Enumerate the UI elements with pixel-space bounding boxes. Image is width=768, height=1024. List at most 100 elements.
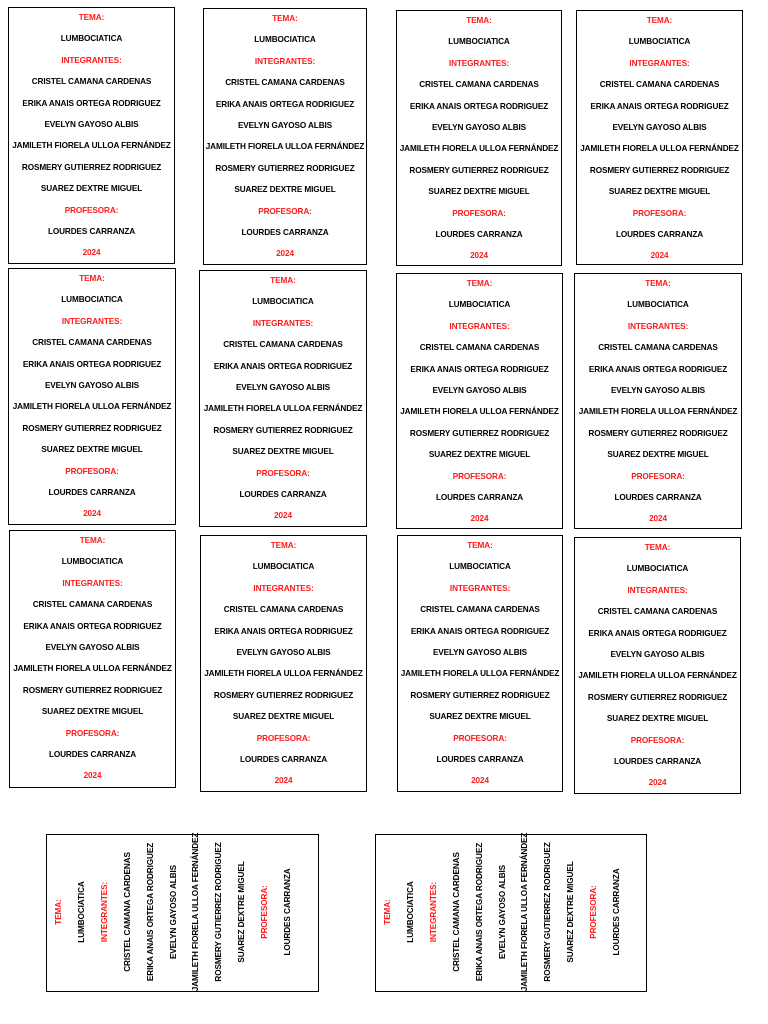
tema-label: TEMA:	[466, 279, 493, 288]
integrante-6: SUAREZ DEXTRE MIGUEL	[232, 447, 334, 457]
profesora-label: PROFESORA:	[452, 208, 506, 218]
integrante-2: ERIKA ANAIS ORTEGA RODRIGUEZ	[410, 626, 550, 636]
integrante-6: SUAREZ DEXTRE MIGUEL	[608, 187, 711, 197]
integrante-6: SUAREZ DEXTRE MIGUEL	[428, 187, 530, 197]
tema-value: LUMBOCIATICA	[254, 35, 316, 45]
tema-value: LUMBOCIATICA	[626, 564, 689, 574]
profesora-label: PROFESORA:	[258, 206, 312, 216]
tema-label: TEMA:	[645, 279, 671, 288]
integrantes-label: INTEGRANTES:	[99, 881, 109, 943]
integrante-2: ERIKA ANAIS ORTEGA RODRIGUEZ	[409, 101, 549, 111]
year: 2024	[83, 771, 102, 781]
year: 2024	[82, 248, 101, 258]
integrante-1: CRISTEL CAMANA CARDENAS	[223, 340, 343, 350]
label-card: TEMA: LUMBOCIATICA INTEGRANTES: CRISTEL CAM…	[8, 7, 175, 264]
profesora-label: PROFESORA:	[256, 468, 310, 478]
integrante-2: ERIKA ANAIS ORTEGA RODRIGUEZ	[215, 99, 355, 109]
integrante-5: ROSMERY GUTIERREZ RODRIGUEZ	[22, 685, 163, 695]
tema-value: LUMBOCIATICA	[449, 562, 511, 572]
profesora-value: LOURDES CARRANZA	[614, 493, 702, 502]
tema-value: LUMBOCIATICA	[252, 297, 314, 307]
integrante-5: ROSMERY GUTIERREZ RODRIGUEZ	[213, 425, 353, 435]
label-card: TEMA: LUMBOCIATICA INTEGRANTES: CRISTEL CAM…	[574, 273, 742, 529]
integrante-6: SUAREZ DEXTRE MIGUEL	[237, 861, 247, 963]
label-card: TEMA: LUMBOCIATICA INTEGRANTES: CRISTEL CAM…	[574, 537, 741, 794]
integrante-6: SUAREZ DEXTRE MIGUEL	[428, 450, 531, 460]
label-card-rotated: TEMA: LUMBOCIATICA INTEGRANTES: CRISTEL CAM…	[46, 833, 319, 992]
integrante-4: JAMILETH FIORELA ULLOA FERNÁNDEZ	[578, 671, 737, 681]
integrante-5: ROSMERY GUTIERREZ RODRIGUEZ	[543, 842, 553, 982]
integrante-4: JAMILETH FIORELA ULLOA FERNÁNDEZ	[399, 144, 559, 154]
integrantes-label: INTEGRANTES:	[61, 316, 123, 326]
tema-value: LUMBOCIATICA	[61, 557, 124, 567]
integrante-6: SUAREZ DEXTRE MIGUEL	[429, 712, 531, 722]
tema-value: LUMBOCIATICA	[627, 300, 689, 310]
integrante-1: CRISTEL CAMANA CARDENAS	[599, 80, 720, 90]
integrante-3: EVELYN GAYOSO ALBIS	[610, 386, 706, 395]
tema-label: TEMA:	[270, 541, 297, 550]
integrante-3: EVELYN GAYOSO ALBIS	[45, 643, 140, 652]
integrante-1: CRISTEL CAMANA CARDENAS	[225, 78, 345, 88]
integrante-3: EVELYN GAYOSO ALBIS	[168, 864, 178, 960]
profesora-value: LOURDES CARRANZA	[283, 868, 292, 956]
integrantes-label: INTEGRANTES:	[253, 583, 314, 593]
integrante-6: SUAREZ DEXTRE MIGUEL	[234, 185, 336, 195]
year: 2024	[276, 249, 294, 259]
integrante-5: ROSMERY GUTIERREZ RODRIGUEZ	[215, 163, 355, 173]
integrantes-label: INTEGRANTES:	[629, 58, 690, 68]
integrantes-label: INTEGRANTES:	[627, 585, 688, 595]
integrante-1: CRISTEL CAMANA CARDENAS	[31, 77, 152, 87]
integrante-1: CRISTEL CAMANA CARDENAS	[420, 605, 540, 615]
integrante-2: ERIKA ANAIS ORTEGA RODRIGUEZ	[22, 359, 162, 369]
label-card: TEMA: LUMBOCIATICA INTEGRANTES: CRISTEL CAM…	[9, 530, 176, 788]
label-card: TEMA: LUMBOCIATICA INTEGRANTES: CRISTEL CAM…	[8, 268, 176, 525]
label-card: TEMA: LUMBOCIATICA INTEGRANTES: CRISTEL CAM…	[397, 535, 563, 792]
integrantes-label: INTEGRANTES:	[449, 321, 510, 331]
integrante-2: ERIKA ANAIS ORTEGA RODRIGUEZ	[474, 842, 484, 982]
profesora-label: PROFESORA:	[630, 735, 685, 745]
integrante-4: JAMILETH FIORELA ULLOA FERNÁNDEZ	[400, 407, 559, 417]
integrante-2: ERIKA ANAIS ORTEGA RODRIGUEZ	[213, 361, 353, 371]
integrante-3: EVELYN GAYOSO ALBIS	[432, 648, 528, 657]
profesora-label: PROFESORA:	[65, 728, 120, 738]
profesora-label: PROFESORA:	[632, 208, 687, 218]
tema-label: TEMA:	[467, 541, 493, 550]
label-card: TEMA: LUMBOCIATICA INTEGRANTES: CRISTEL CAM…	[396, 10, 562, 266]
tema-value: LUMBOCIATICA	[60, 34, 123, 44]
profesora-label: PROFESORA:	[260, 885, 270, 939]
integrante-2: ERIKA ANAIS ORTEGA RODRIGUEZ	[214, 626, 353, 636]
integrante-6: SUAREZ DEXTRE MIGUEL	[606, 714, 709, 724]
profesora-value: LOURDES CARRANZA	[48, 488, 136, 497]
integrante-4: JAMILETH FIORELA ULLOA FERNÁNDEZ	[13, 664, 172, 674]
integrante-5: ROSMERY GUTIERREZ RODRIGUEZ	[587, 692, 728, 702]
integrante-2: ERIKA ANAIS ORTEGA RODRIGUEZ	[23, 621, 162, 631]
integrante-1: CRISTEL CAMANA CARDENAS	[598, 343, 718, 353]
integrante-2: ERIKA ANAIS ORTEGA RODRIGUEZ	[588, 364, 728, 374]
integrante-4: JAMILETH FIORELA ULLOA FERNÁNDEZ	[204, 669, 363, 679]
integrantes-label: INTEGRANTES:	[254, 56, 316, 66]
integrante-5: ROSMERY GUTIERREZ RODRIGUEZ	[409, 165, 549, 175]
year: 2024	[274, 511, 292, 521]
integrante-1: CRISTEL CAMANA CARDENAS	[223, 605, 344, 615]
label-card-rotated: TEMA: LUMBOCIATICA INTEGRANTES: CRISTEL CAM…	[375, 832, 647, 992]
integrantes-label: INTEGRANTES:	[428, 881, 438, 943]
tema-label: TEMA:	[646, 16, 673, 25]
integrante-4: JAMILETH FIORELA ULLOA FERNÁNDEZ	[400, 669, 560, 679]
year: 2024	[470, 514, 489, 524]
tema-label: TEMA:	[79, 536, 106, 545]
tema-label: TEMA:	[79, 274, 105, 283]
profesora-value: LOURDES CARRANZA	[241, 228, 329, 237]
tema-label: TEMA:	[54, 899, 63, 925]
integrante-2: ERIKA ANAIS ORTEGA RODRIGUEZ	[590, 101, 729, 111]
integrante-3: EVELYN GAYOSO ALBIS	[44, 381, 140, 390]
integrante-5: ROSMERY GUTIERREZ RODRIGUEZ	[21, 162, 162, 172]
tema-label: TEMA:	[270, 276, 296, 285]
integrante-4: JAMILETH FIORELA ULLOA FERNÁNDEZ	[520, 832, 530, 992]
integrante-6: SUAREZ DEXTRE MIGUEL	[41, 445, 143, 455]
label-card: TEMA: LUMBOCIATICA INTEGRANTES: CRISTEL CAM…	[576, 10, 743, 265]
integrante-1: CRISTEL CAMANA CARDENAS	[32, 338, 152, 348]
year: 2024	[649, 514, 667, 524]
profesora-label: PROFESORA:	[453, 733, 507, 743]
tema-label: TEMA:	[383, 899, 392, 925]
